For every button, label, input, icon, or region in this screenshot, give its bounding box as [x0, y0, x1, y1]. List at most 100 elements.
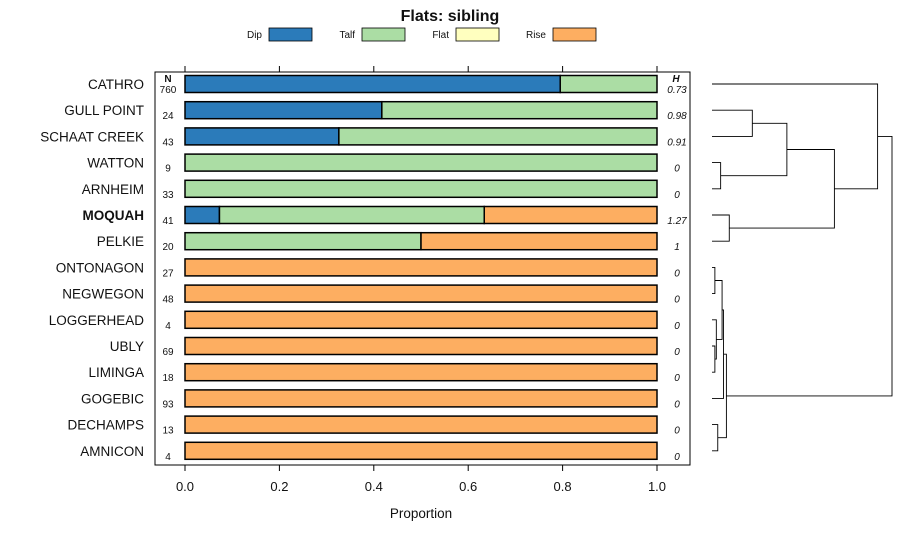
x-tick-label-2: 0.4: [365, 479, 383, 494]
bar-cathro-dip: [184, 74, 561, 94]
row-label-amnicon: AMNICON: [80, 444, 144, 459]
row-label-liminga: LIMINGA: [88, 365, 144, 380]
row-label-watton: WATTON: [87, 156, 144, 171]
n-value-schaat-creek: 43: [162, 137, 174, 148]
chart-title: Flats: sibling: [401, 8, 500, 25]
h-value-gogebic: 0: [674, 399, 680, 410]
dendrogram-link-7: [712, 266, 716, 295]
n-value-loggerhead: 4: [165, 321, 171, 332]
x-axis: 0.0 0.2 0.4 0.6 0.8 1.0: [176, 66, 666, 494]
dendrogram-link-4: [712, 214, 730, 242]
dendrogram-link-10: [712, 319, 717, 360]
x-axis-title: Proportion: [390, 506, 452, 521]
legend: Dip Talf Flat Rise: [247, 27, 597, 42]
bar-moquah-talf: [218, 205, 485, 225]
bar-pelkie-rise: [420, 231, 658, 251]
dendrogram: [712, 83, 893, 452]
n-value-ubly: 69: [162, 347, 174, 358]
legend-label-talf: Talf: [339, 30, 355, 41]
x-tick-label-5: 1.0: [648, 479, 666, 494]
bar-pelkie-talf: [184, 231, 422, 251]
row-label-negwegon: NEGWEGON: [62, 287, 144, 302]
bar-ubly-rise: [184, 336, 658, 356]
h-value-ubly: 0: [674, 347, 680, 358]
h-value-negwegon: 0: [674, 295, 680, 306]
n-value-arnheim: 33: [162, 190, 174, 201]
row-label-arnheim: ARNHEIM: [82, 182, 144, 197]
legend-swatch-talf: [361, 27, 406, 42]
n-value-gull-point: 24: [162, 111, 174, 122]
n-value-pelkie: 20: [162, 242, 174, 253]
bar-gull-point-talf: [381, 100, 658, 120]
bar-gogebic-rise: [184, 389, 658, 408]
n-header: N: [164, 74, 171, 85]
legend-label-rise: Rise: [526, 30, 546, 41]
bar-watton-talf: [184, 153, 658, 172]
dendrogram-link-3: [720, 122, 788, 177]
h-value-arnheim: 0: [674, 190, 680, 201]
legend-swatch-flat: [455, 27, 500, 42]
bar-gull-point-dip: [184, 100, 383, 120]
bar-ontonagon-rise: [184, 258, 658, 277]
row-label-cathro: CATHRO: [88, 77, 144, 92]
row-label-pelkie: PELKIE: [97, 234, 144, 249]
h-value-schaat-creek: 0.91: [667, 137, 686, 148]
row-label-ontonagon: ONTONAGON: [56, 260, 144, 275]
row-label-gogebic: GOGEBIC: [81, 391, 144, 406]
n-value-liminga: 18: [162, 373, 174, 384]
h-value-loggerhead: 0: [674, 321, 680, 332]
bar-loggerhead-rise: [184, 310, 658, 330]
h-value-moquah: 1.27: [667, 216, 687, 227]
h-value-amnicon: 0: [674, 452, 680, 463]
dendrogram-link-2: [712, 162, 722, 190]
row-label-schaat-creek: SCHAAT CREEK: [40, 129, 144, 144]
row-label-moquah: MOQUAH: [83, 208, 145, 223]
legend-swatch-dip: [268, 27, 313, 42]
h-value-pelkie: 1: [674, 242, 680, 253]
rows: CATHRO 760 0.73 GULL POINT 24 0.98 SCHAAT CREE…: [40, 74, 687, 463]
bar-moquah-rise: [483, 205, 658, 225]
h-value-gull-point: 0.98: [667, 111, 687, 122]
n-value-moquah: 41: [162, 216, 174, 227]
h-value-cathro: 0.73: [667, 85, 687, 96]
legend-label-dip: Dip: [247, 30, 262, 41]
bar-schaat-creek-talf: [338, 127, 658, 146]
h-value-dechamps: 0: [674, 426, 680, 437]
h-header: H: [672, 74, 680, 85]
bar-moquah-dip: [184, 205, 221, 225]
dendrogram-link-9: [712, 424, 719, 452]
dendrogram-link-13: [717, 353, 727, 439]
dendrogram-link-14: [726, 135, 893, 397]
n-value-ontonagon: 27: [162, 268, 174, 279]
h-value-ontonagon: 0: [674, 268, 680, 279]
dendrogram-link-8: [712, 345, 716, 373]
n-value-amnicon: 4: [165, 452, 171, 463]
legend-swatch-rise: [552, 27, 597, 42]
dendrogram-link-5: [729, 149, 835, 229]
bar-schaat-creek-dip: [184, 127, 340, 146]
n-value-gogebic: 93: [162, 399, 174, 410]
row-label-ubly: UBLY: [110, 339, 144, 354]
n-value-watton: 9: [165, 164, 171, 175]
n-value-cathro: 760: [160, 85, 177, 96]
bar-dechamps-rise: [184, 415, 658, 434]
bar-cathro-talf: [559, 74, 658, 94]
n-value-negwegon: 48: [162, 295, 174, 306]
x-tick-label-1: 0.2: [270, 479, 288, 494]
dendrogram-link-1: [712, 109, 753, 137]
plot-frame: [154, 71, 691, 466]
h-value-watton: 0: [674, 164, 680, 175]
bar-amnicon-rise: [184, 441, 658, 461]
row-label-loggerhead: LOGGERHEAD: [49, 313, 145, 328]
n-value-dechamps: 13: [162, 426, 174, 437]
bar-arnheim-talf: [184, 179, 658, 199]
x-tick-label-4: 0.8: [554, 479, 572, 494]
x-tick-label-0: 0.0: [176, 479, 194, 494]
x-tick-label-3: 0.6: [459, 479, 477, 494]
h-value-liminga: 0: [674, 373, 680, 384]
bar-negwegon-rise: [184, 284, 658, 303]
row-label-dechamps: DECHAMPS: [67, 418, 144, 433]
legend-label-flat: Flat: [432, 30, 449, 41]
bar-liminga-rise: [184, 362, 658, 382]
